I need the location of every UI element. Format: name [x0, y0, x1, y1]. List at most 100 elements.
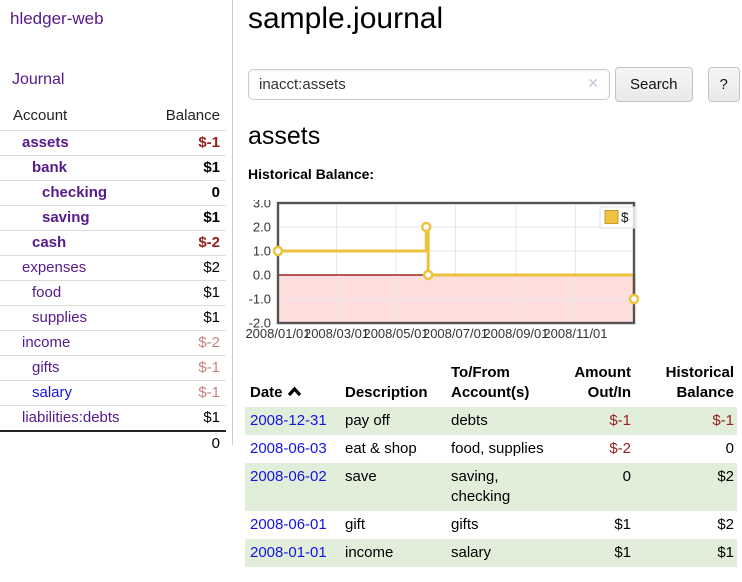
- transactions-header-description: Description: [345, 384, 428, 401]
- account-balance: $1: [203, 309, 220, 326]
- account-row-food: food $1: [0, 280, 226, 306]
- account-link[interactable]: assets: [22, 134, 69, 151]
- account-link[interactable]: gifts: [32, 359, 60, 376]
- clear-search-icon[interactable]: ✕: [587, 75, 599, 91]
- nav-journal-link[interactable]: Journal: [12, 71, 65, 88]
- transaction-amount: 0: [622, 468, 631, 485]
- account-balance: 0: [211, 184, 220, 201]
- transaction-row: 2008-12-31 pay off debts $-1 $-1: [245, 407, 737, 435]
- account-balance: $-2: [198, 234, 220, 251]
- transaction-description: pay off: [345, 412, 390, 429]
- chart-title: Historical Balance:: [248, 166, 375, 182]
- account-row-liabilities-debts: liabilities:debts $1: [0, 405, 226, 432]
- transaction-date-link[interactable]: 2008-06-03: [250, 440, 327, 457]
- svg-text:-1.0: -1.0: [249, 292, 271, 307]
- svg-text:0.0: 0.0: [253, 268, 271, 283]
- account-balance: $1: [203, 284, 220, 301]
- account-link[interactable]: bank: [32, 159, 68, 176]
- accounts-total-value: 0: [211, 435, 220, 452]
- transaction-description: save: [345, 468, 377, 485]
- account-heading: assets: [248, 122, 321, 150]
- accounts-header-account: Account: [13, 107, 68, 124]
- account-link[interactable]: saving: [42, 209, 90, 226]
- transactions-header-balance: Historical Balance: [665, 364, 734, 401]
- account-balance: $1: [203, 159, 220, 176]
- transaction-balance: 0: [725, 440, 734, 457]
- transaction-row: 2008-01-01 income salary $1 $1: [245, 539, 737, 567]
- svg-text:2008/05/01: 2008/05/01: [363, 326, 428, 341]
- account-link[interactable]: expenses: [22, 259, 87, 276]
- transaction-date-link[interactable]: 2008-12-31: [250, 412, 327, 429]
- account-row-salary: salary $-1: [0, 380, 226, 406]
- transactions-header-accounts: To/From Account(s): [451, 364, 530, 401]
- account-balance: $-1: [198, 359, 220, 376]
- svg-text:2008/11/01: 2008/11/01: [543, 326, 607, 341]
- historical-balance-chart[interactable]: $3.0 2.0 1.0 0.0 -1.0 -2.0 2008/01/01 2008/03/0…: [245, 196, 715, 345]
- accounts-header-balance: Balance: [165, 107, 220, 124]
- transaction-amount: $-1: [609, 412, 631, 429]
- search-button[interactable]: Search: [615, 67, 693, 102]
- account-row-income: income $-2: [0, 330, 226, 356]
- account-row-cash: cash $-2: [0, 230, 226, 256]
- account-row-bank: bank $1: [0, 155, 226, 181]
- svg-text:-2.0: -2.0: [249, 316, 271, 331]
- transaction-description: gift: [345, 516, 366, 533]
- account-link[interactable]: cash: [32, 234, 67, 251]
- account-link[interactable]: checking: [42, 184, 108, 201]
- help-button[interactable]: ?: [707, 67, 740, 102]
- transaction-balance: $1: [717, 544, 734, 561]
- accounts-total-spacer: [0, 431, 149, 456]
- svg-text:2.0: 2.0: [253, 220, 271, 235]
- account-row-saving: saving $1: [0, 205, 226, 231]
- svg-text:2008/01/01: 2008/01/01: [245, 326, 310, 341]
- account-link[interactable]: supplies: [32, 309, 88, 326]
- transactions-header-amount: Amount Out/In: [574, 364, 631, 401]
- accounts-total-row: 0: [0, 431, 226, 456]
- transaction-row: 2008-06-03 eat & shop food, supplies $-2 0: [245, 435, 737, 463]
- search-form: ✕ Search ?: [248, 67, 740, 102]
- svg-text:2008/09/01: 2008/09/01: [483, 326, 548, 341]
- account-row-checking: checking 0: [0, 180, 226, 206]
- transaction-date-link[interactable]: 2008-06-02: [250, 468, 327, 485]
- account-balance: $-2: [198, 334, 220, 351]
- transaction-date-link[interactable]: 2008-01-01: [250, 544, 327, 561]
- account-balance: $2: [203, 259, 220, 276]
- transaction-row: 2008-06-02 save saving, checking 0 $2: [245, 463, 737, 511]
- transaction-date-link[interactable]: 2008-06-01: [250, 516, 327, 533]
- account-balance: $1: [203, 209, 220, 226]
- account-link[interactable]: salary: [32, 384, 73, 401]
- svg-text:$: $: [621, 210, 629, 225]
- transaction-description: eat & shop: [345, 440, 417, 457]
- transaction-description: income: [345, 544, 394, 561]
- transaction-row: 2008-06-01 gift gifts $1 $2: [245, 511, 737, 539]
- search-box: ✕: [248, 67, 610, 100]
- transaction-amount: $1: [614, 544, 631, 561]
- sidebar: hledger-web Journal Account Balance asse…: [0, 0, 233, 452]
- account-row-supplies: supplies $1: [0, 305, 226, 331]
- account-row-assets: assets $-1: [0, 130, 226, 156]
- svg-text:3.0: 3.0: [253, 200, 271, 211]
- transaction-accounts: gifts: [451, 516, 479, 533]
- account-link[interactable]: food: [32, 284, 62, 301]
- account-balance: $1: [203, 409, 220, 426]
- transactions-header-date[interactable]: Date: [245, 361, 342, 407]
- accounts-table: Account Balance assets $-1 bank $1 checking 0…: [0, 103, 226, 456]
- account-balance: $-1: [198, 134, 220, 151]
- account-row-gifts: gifts $-1: [0, 355, 226, 381]
- transaction-accounts: food, supplies: [451, 440, 544, 457]
- account-link[interactable]: liabilities:debts: [22, 409, 120, 426]
- transactions-header-row: Date Description To/From Account(s) Amou…: [245, 361, 737, 407]
- search-input[interactable]: [248, 69, 610, 100]
- transaction-accounts: debts: [451, 412, 488, 429]
- transactions-table-body: 2008-12-31 pay off debts $-1 $-1 2008-06-03 ea…: [245, 407, 737, 567]
- transaction-amount: $1: [614, 516, 631, 533]
- transaction-accounts: salary: [451, 544, 492, 561]
- account-link[interactable]: income: [22, 334, 71, 351]
- app-title-link[interactable]: hledger-web: [10, 9, 104, 28]
- account-balance: $-1: [198, 384, 220, 401]
- main-pane: sample.journal ✕ Search ? assets Histori…: [245, 0, 742, 582]
- svg-text:1.0: 1.0: [253, 244, 271, 259]
- svg-text:2008/03/01: 2008/03/01: [304, 326, 369, 341]
- accounts-header-row: Account Balance: [0, 103, 226, 131]
- page-title: sample.journal: [248, 2, 444, 35]
